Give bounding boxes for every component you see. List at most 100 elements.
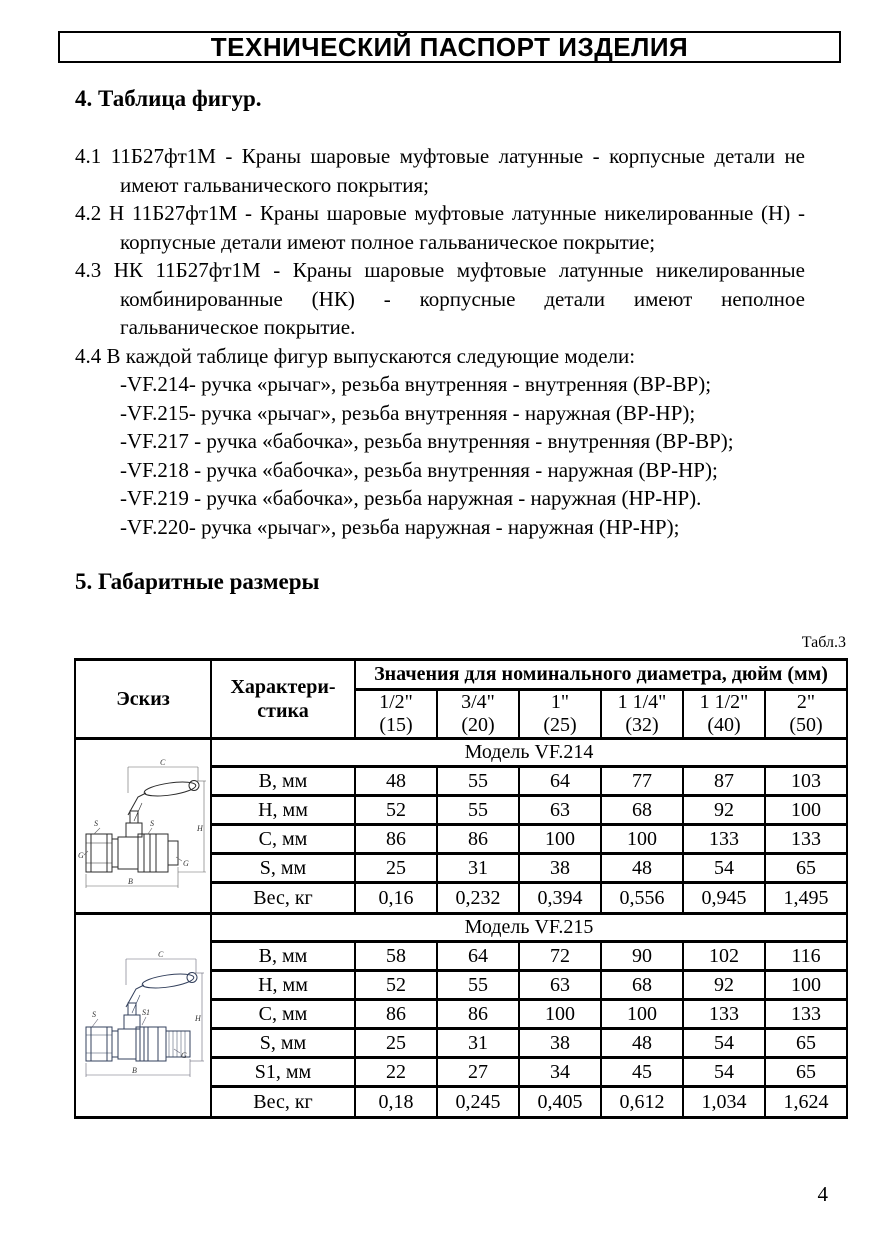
col-header-diameter: 1 1/2" (40) <box>682 688 766 740</box>
table-header-row: Эскиз Характери- стика Значения для номи… <box>74 658 848 740</box>
dimensions-table: Эскиз Характери- стика Значения для номи… <box>74 658 848 1119</box>
value-cell: 25 <box>354 852 438 884</box>
value-cell: 86 <box>354 823 438 855</box>
value-cell: 45 <box>600 1056 684 1088</box>
col-header-diameter: 1 1/4" (32) <box>600 688 684 740</box>
model-list-item: -VF.215- ручка «рычаг», резьба внутрення… <box>120 400 696 425</box>
dim-label-s1: S1 <box>142 1008 150 1017</box>
paragraph-4-2: 4.2 Н 11Б27фт1М - Краны шаровые муфтовые… <box>75 199 805 256</box>
table-row: В, мм 58 64 72 90 102 116 <box>75 940 848 972</box>
model-list-item: -VF.217 - ручка «бабочка», резьба внутре… <box>120 429 734 453</box>
diameter-dn: (25) <box>543 714 577 736</box>
value-cell: 90 <box>600 940 684 972</box>
paragraph-4-1: 4.1 11Б27фт1М - Краны шаровые муфтовые л… <box>75 142 805 199</box>
value-cell: 72 <box>518 940 602 972</box>
value-cell: 65 <box>764 1027 848 1059</box>
table-row: С, мм 86 86 100 100 133 133 <box>75 823 848 855</box>
row-label: S, мм <box>210 852 356 884</box>
row-label: Н, мм <box>210 969 356 1001</box>
model-title-row: C S S1 H G B Модель VF.215 <box>74 912 848 1119</box>
page-number: 4 <box>817 1182 829 1206</box>
value-cell: 116 <box>764 940 848 972</box>
value-cell: 0,612 <box>600 1085 684 1119</box>
col-header-values-title: Значения для номинального диаметра, дюйм… <box>354 658 848 691</box>
diameter-dn: (50) <box>789 714 823 736</box>
value-cell: 86 <box>354 998 438 1030</box>
table-row: Вес, кг 0,16 0,232 0,394 0,556 0,945 1,4… <box>75 881 848 915</box>
row-label: S1, мм <box>210 1056 356 1088</box>
dim-label-c: C <box>160 758 166 767</box>
table-diameter-row: 1/2" (15) 3/4" (20) 1" (25) 1 1/4" (32) 1 1/… <box>75 688 848 740</box>
diameter-inch: 1/2" <box>379 691 413 714</box>
model-title-row: C S S H G G B Модель VF.214 <box>74 737 848 915</box>
value-cell: 1,034 <box>682 1085 766 1119</box>
value-cell: 31 <box>436 852 520 884</box>
paragraph-text: 11Б27фт1М - Краны шаровые муфтовые латун… <box>110 144 806 197</box>
paragraph-text: Н 11Б27фт1М - Краны шаровые муфтовые лат… <box>109 201 806 254</box>
value-cell: 92 <box>682 794 766 826</box>
value-cell: 38 <box>518 1027 602 1059</box>
diameter-inch: 3/4" <box>461 691 495 714</box>
table-row: S, мм 25 31 38 48 54 65 <box>75 852 848 884</box>
value-cell: 133 <box>682 998 766 1030</box>
value-cell: 0,405 <box>518 1085 602 1119</box>
value-cell: 77 <box>600 765 684 797</box>
value-cell: 25 <box>354 1027 438 1059</box>
dim-label-g: G <box>181 1051 187 1060</box>
value-cell: 34 <box>518 1056 602 1088</box>
value-cell: 65 <box>764 1056 848 1088</box>
value-cell: 0,16 <box>354 881 438 915</box>
row-label: В, мм <box>210 940 356 972</box>
value-cell: 52 <box>354 969 438 1001</box>
value-cell: 100 <box>600 823 684 855</box>
dim-label-b: B <box>128 877 133 886</box>
value-cell: 54 <box>682 1056 766 1088</box>
value-cell: 100 <box>764 794 848 826</box>
value-cell: 38 <box>518 852 602 884</box>
document-title-banner: ТЕХНИЧЕСКИЙ ПАСПОРТ ИЗДЕЛИЯ <box>58 31 841 63</box>
table-row: Н, мм 52 55 63 68 92 100 <box>75 794 848 826</box>
table-caption: Табл.3 <box>801 634 846 651</box>
value-cell: 68 <box>600 794 684 826</box>
valve-drawing-vf215: C S S1 H G B <box>85 950 204 1077</box>
value-cell: 48 <box>354 765 438 797</box>
value-cell: 92 <box>682 969 766 1001</box>
table-row: С, мм 86 86 100 100 133 133 <box>75 998 848 1030</box>
model-list: -VF.214- ручка «рычаг», резьба внутрення… <box>120 370 805 541</box>
col-header-characteristic: Характери- стика <box>210 658 356 740</box>
value-cell: 0,245 <box>436 1085 520 1119</box>
table-row: S1, мм 22 27 34 45 54 65 <box>75 1056 848 1088</box>
row-label: Н, мм <box>210 794 356 826</box>
diameter-inch: 1" <box>550 691 570 714</box>
value-cell: 22 <box>354 1056 438 1088</box>
value-cell: 52 <box>354 794 438 826</box>
document-body: 4. Таблица фигур. 4.1 11Б27фт1М - Краны … <box>75 86 805 595</box>
diameter-dn: (15) <box>379 714 413 736</box>
diameter-dn: (32) <box>625 714 659 736</box>
dim-label-h: H <box>194 1014 202 1023</box>
paragraph-text: НК 11Б27фт1М - Краны шаровые муфтовые ла… <box>113 258 805 339</box>
value-cell: 63 <box>518 794 602 826</box>
col-header-diameter: 1" (25) <box>518 688 602 740</box>
value-cell: 55 <box>436 794 520 826</box>
dim-label-g: G <box>78 851 84 860</box>
sketch-cell-vf214: C S S H G G B <box>74 737 212 915</box>
value-cell: 1,624 <box>764 1085 848 1119</box>
value-cell: 100 <box>600 998 684 1030</box>
col-header-sketch: Эскиз <box>74 658 212 740</box>
dim-label-s: S <box>92 1010 96 1019</box>
table-row: Н, мм 52 55 63 68 92 100 <box>75 969 848 1001</box>
value-cell: 54 <box>682 852 766 884</box>
paragraph-number: 4.1 <box>75 144 102 168</box>
paragraph-number: 4.4 <box>75 343 102 368</box>
value-cell: 58 <box>354 940 438 972</box>
value-cell: 0,232 <box>436 881 520 915</box>
row-label: С, мм <box>210 823 356 855</box>
value-cell: 133 <box>764 998 848 1030</box>
value-cell: 0,945 <box>682 881 766 915</box>
col-header-diameter: 3/4" (20) <box>436 688 520 740</box>
value-cell: 133 <box>764 823 848 855</box>
value-cell: 0,394 <box>518 881 602 915</box>
table-row: S, мм 25 31 38 48 54 65 <box>75 1027 848 1059</box>
